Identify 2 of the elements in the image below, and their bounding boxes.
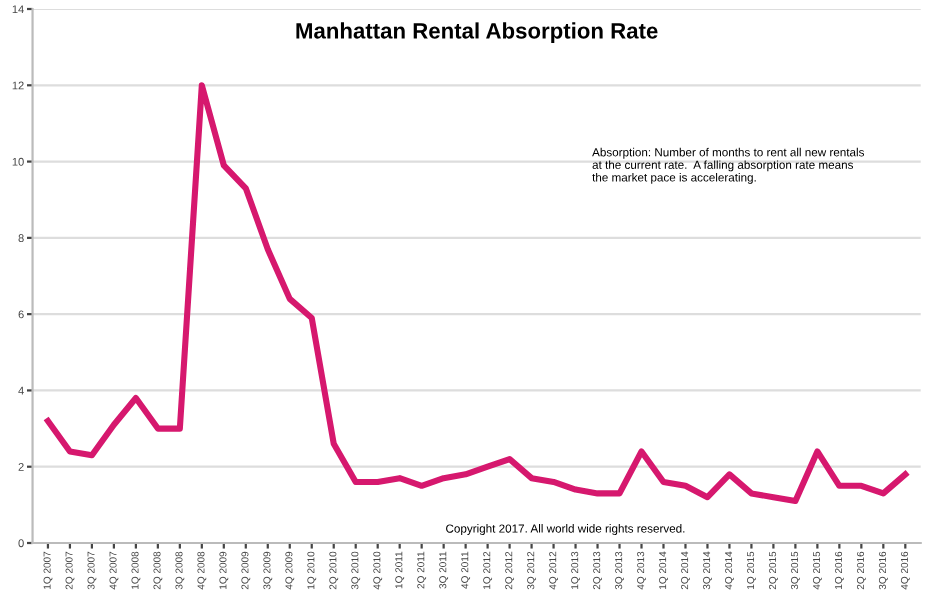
text: Manhattan Rental Absorption Rate [296,22,658,44]
line-series [44,82,909,505]
